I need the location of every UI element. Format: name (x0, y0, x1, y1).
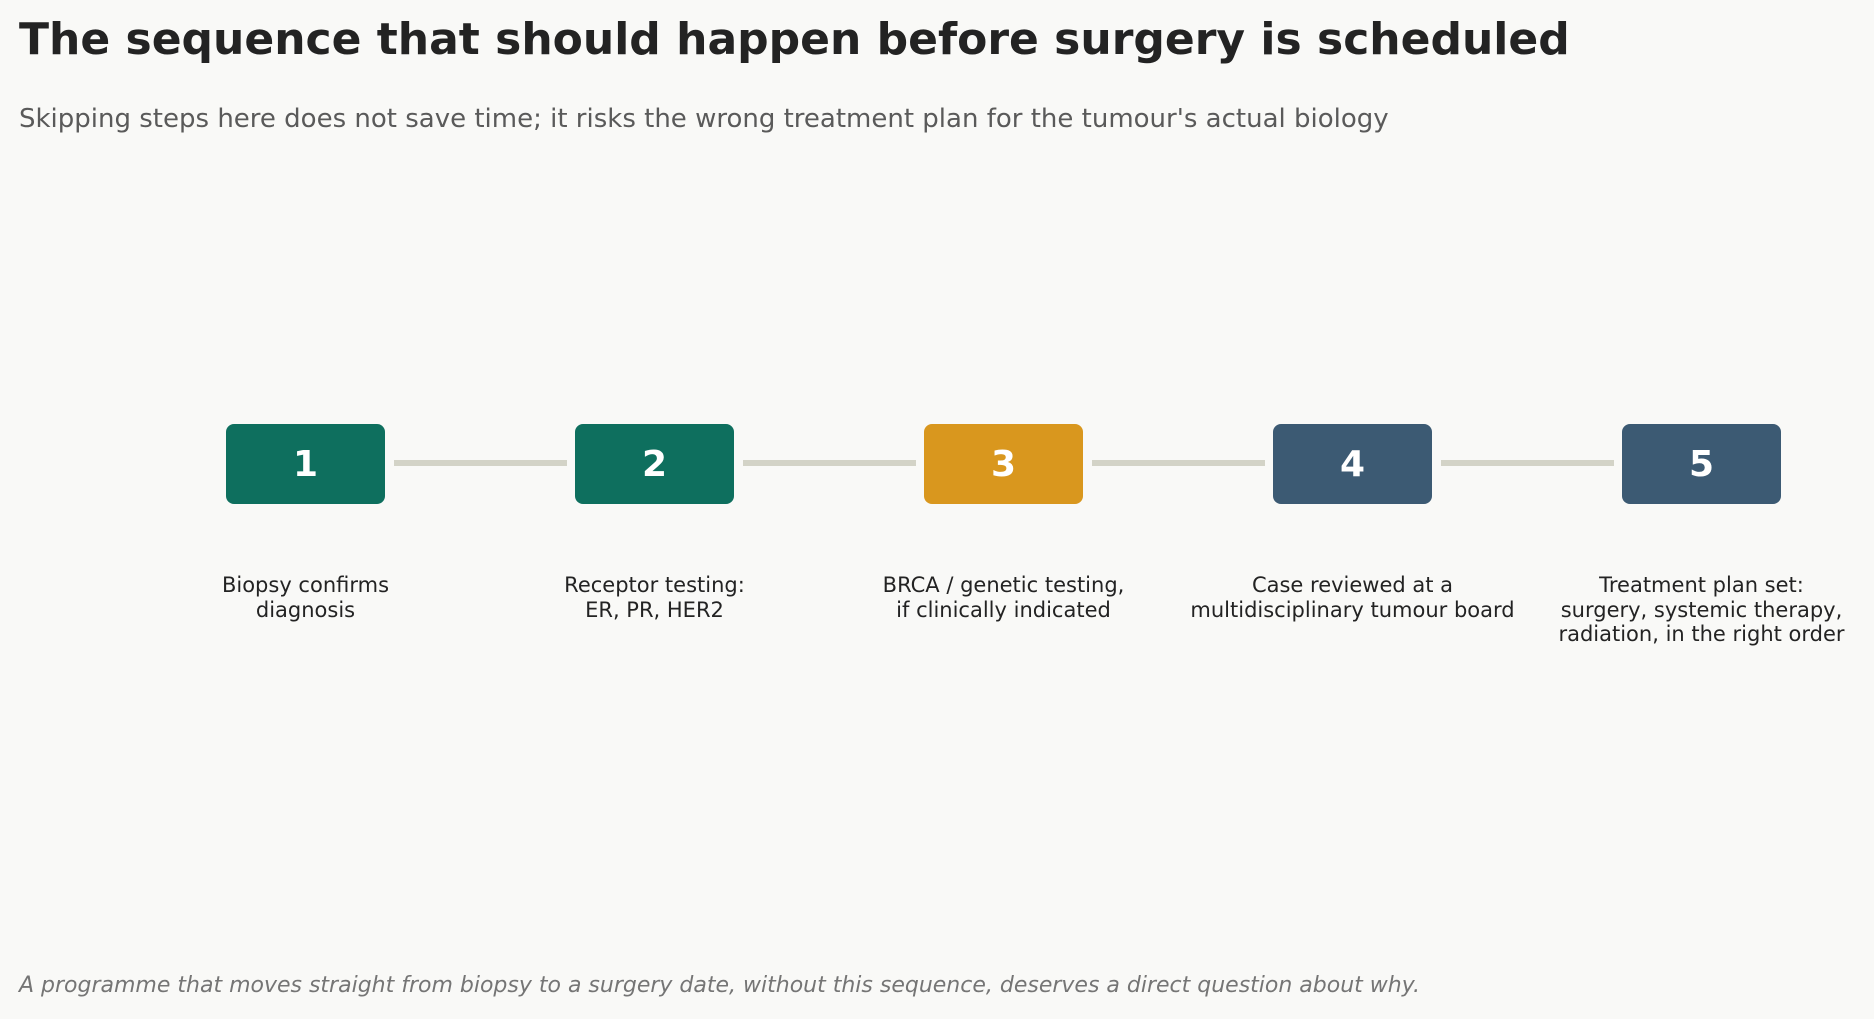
step-4-number: 4 (1339, 443, 1366, 485)
step-2-box: 2 (575, 424, 734, 504)
step-1-label: Biopsy confirms diagnosis (221, 573, 390, 622)
step-3-box: 3 (924, 424, 1083, 504)
step-3-number: 3 (990, 443, 1017, 485)
connector-1-2 (394, 460, 567, 466)
step-5-label: Treatment plan set: surgery, systemic th… (1558, 573, 1845, 646)
step-5-box: 5 (1622, 424, 1781, 504)
connector-2-3 (743, 460, 916, 466)
page-subtitle: Skipping steps here does not save time; … (19, 104, 1389, 134)
step-1-number: 1 (292, 443, 319, 485)
connector-3-4 (1092, 460, 1265, 466)
step-4-label: Case reviewed at a multidisciplinary tum… (1190, 573, 1515, 622)
page-title: The sequence that should happen before s… (19, 14, 1570, 65)
step-5-number: 5 (1688, 443, 1715, 485)
step-2-number: 2 (641, 443, 668, 485)
step-3-label: BRCA / genetic testing, if clinically in… (882, 573, 1125, 622)
connector-4-5 (1441, 460, 1614, 466)
step-1-box: 1 (226, 424, 385, 504)
footnote: A programme that moves straight from bio… (19, 973, 1421, 998)
step-2-label: Receptor testing: ER, PR, HER2 (564, 573, 745, 622)
step-4-box: 4 (1273, 424, 1432, 504)
